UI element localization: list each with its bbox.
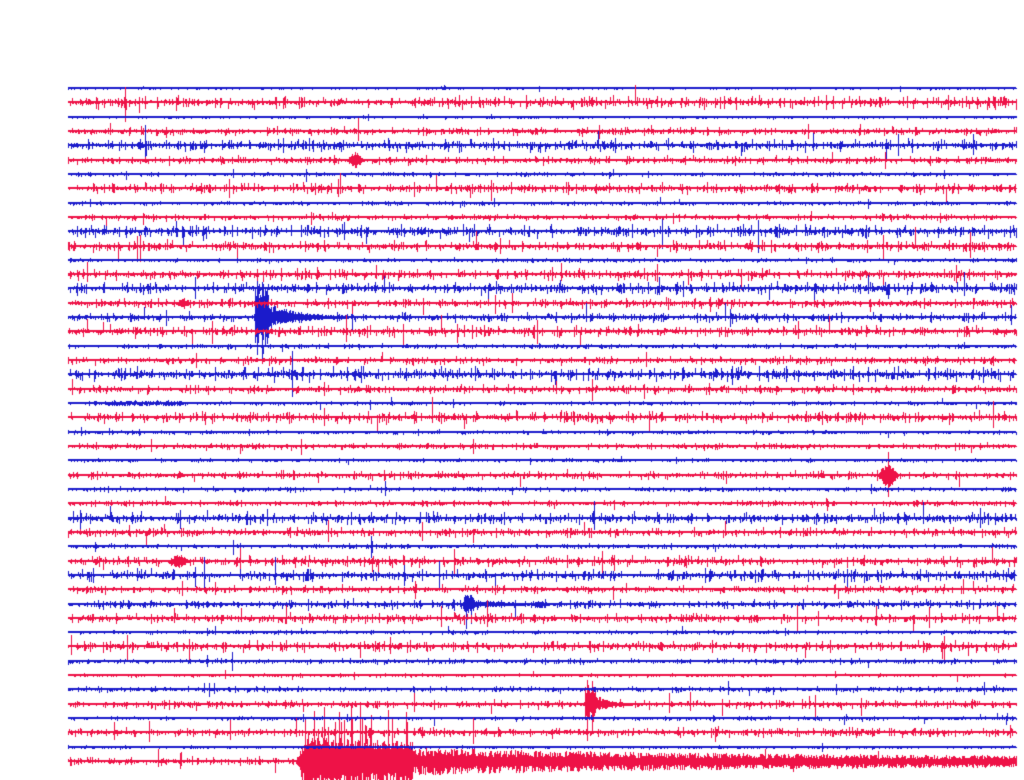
seismogram-canvas xyxy=(0,0,1024,780)
helicorder-page: HA Atalanti 2025-07-29 Applied filter: W… xyxy=(0,0,1024,780)
